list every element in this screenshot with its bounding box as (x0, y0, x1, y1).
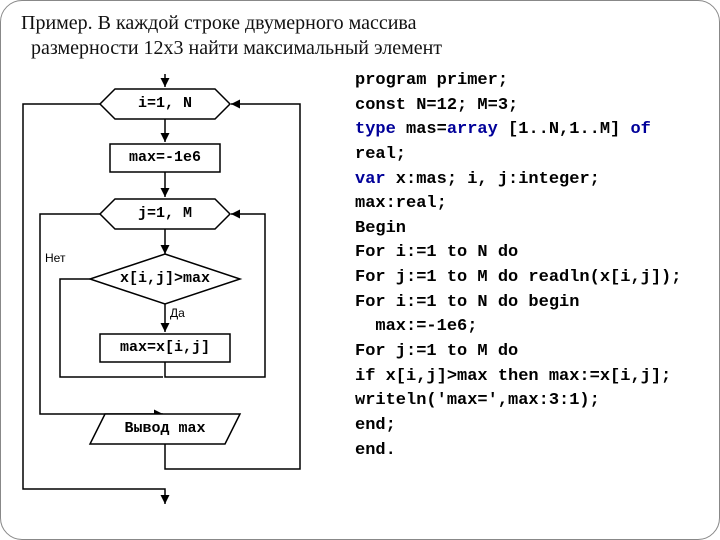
rect-assign-max: max=x[i,j] (95, 339, 235, 356)
flow-svg (15, 69, 345, 509)
diamond-compare: x[i,j]>max (95, 270, 235, 287)
page-title: Пример. В каждой строке двумерного масси… (21, 11, 705, 61)
title-line2: размерности 12x3 найти максимальный элем… (31, 37, 442, 59)
para-output: Вывод max (95, 420, 235, 437)
hex-j-loop: j=1, M (95, 205, 235, 222)
title-line1: Пример. В каждой строке двумерного масси… (21, 12, 417, 34)
hex-i-loop: i=1, N (95, 95, 235, 112)
rect-init-max: max=-1e6 (95, 149, 235, 166)
flowchart: i=1, N max=-1e6 j=1, M x[i,j]>max Нет Да… (15, 69, 345, 509)
code-listing: program primer; const N=12; M=3; type ma… (355, 69, 705, 509)
label-yes: Да (170, 306, 185, 320)
label-no: Нет (45, 251, 65, 265)
